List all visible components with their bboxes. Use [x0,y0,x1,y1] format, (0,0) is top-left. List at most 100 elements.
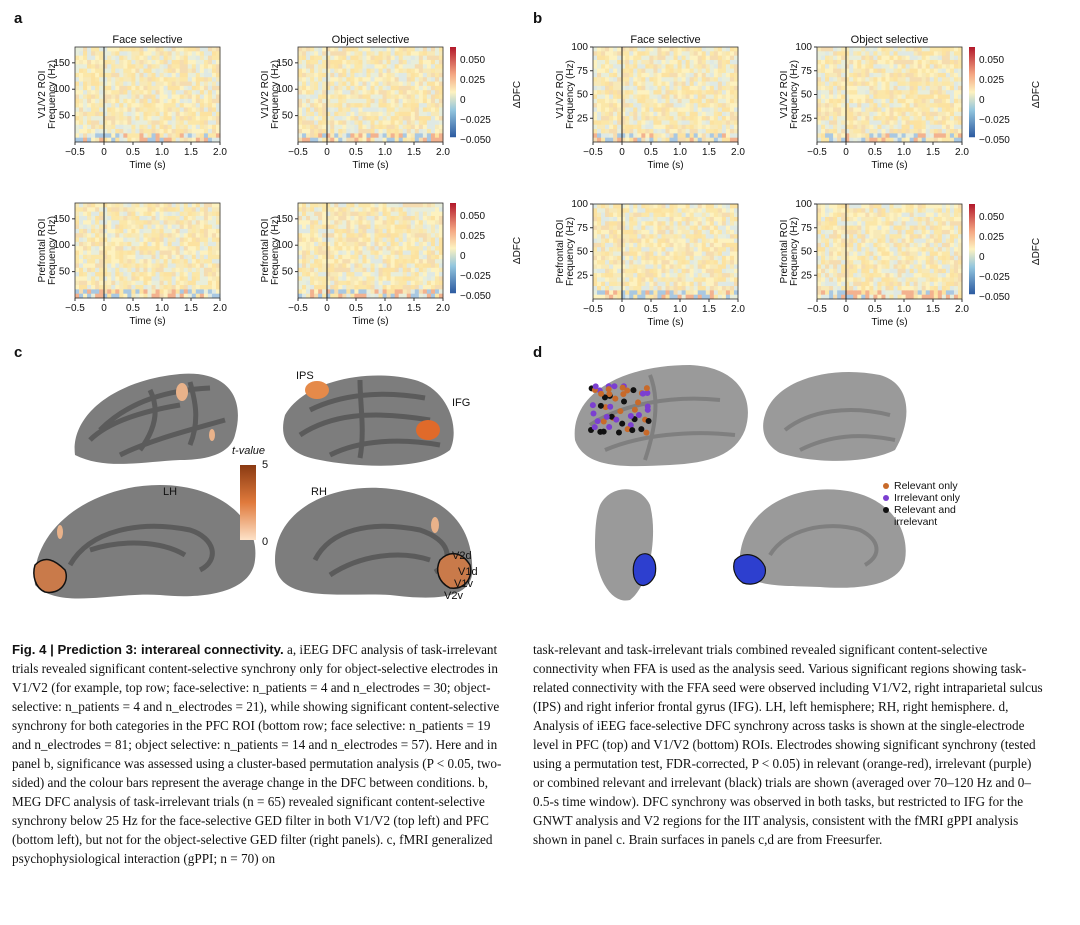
heatmap-cell [633,247,638,252]
heatmap-cell [87,55,92,61]
colorbar-tick-label: −0.050 [460,291,491,302]
heatmap-cell [717,242,723,248]
heatmap-cell [438,81,444,87]
heatmap-cell [119,72,124,78]
heatmap-cell [95,120,100,126]
heatmap-cell [330,241,335,247]
heatmap-cell [597,72,602,78]
heatmap-cell [817,133,822,139]
heatmap-cell [701,94,707,100]
heatmap-cell [649,72,654,78]
heatmap-cell [637,251,642,257]
heatmap-cell [633,120,638,126]
heatmap-cell [593,273,598,278]
colorbar-tick-label: 0 [460,251,466,262]
heatmap-cell [131,133,136,139]
heatmap-cell [370,94,376,100]
heatmap-cell [414,233,420,239]
heatmap-cell [338,133,343,139]
heatmap-cell [673,247,679,252]
heatmap-cell [430,233,436,239]
heatmap-cell [693,255,699,261]
heatmap-cell [195,129,201,134]
heatmap-cell [326,211,331,217]
heatmap-cell [729,238,735,244]
heatmap-cell [438,289,444,295]
heatmap-cell [215,263,221,269]
heatmap-cell [673,77,679,83]
heatmap-cell [167,285,173,290]
heatmap-cell [107,72,112,78]
heatmap-cell [326,68,331,74]
heatmap-cell [434,55,440,61]
heatmap-cell [195,47,201,52]
heatmap-cell [430,81,436,87]
heatmap-cell [135,289,140,295]
heatmap-cell [677,273,683,278]
heatmap-cell [657,111,662,117]
heatmap-cell [605,59,610,65]
heatmap-cell [298,137,303,143]
heatmap-cell [697,81,703,87]
heatmap-cell [418,233,424,239]
heatmap-cell [721,98,727,104]
heatmap-cell [601,221,606,227]
heatmap-cell [310,111,315,117]
heatmap-cell [139,254,144,260]
heatmap-cell [103,254,108,260]
heatmap-cell [83,103,88,108]
heatmap-cell [167,51,173,57]
heatmap-cell [159,116,165,121]
heatmap-cell [418,220,424,226]
heatmap-cell [701,120,707,126]
heatmap-cell [147,72,153,78]
heatmap-cell [155,263,161,269]
heatmap-cell [681,212,687,218]
heatmap-cell [306,289,311,295]
heatmap-cell [338,272,343,277]
heatmap-cell [346,207,351,213]
heatmap-cell [135,241,140,247]
heatmap-cell [677,51,683,57]
heatmap-cell [617,98,622,104]
heatmap-cell [338,64,343,70]
heatmap-cell [390,124,396,130]
heatmap-cell [725,204,731,209]
heatmap-cell [593,107,598,113]
x-tick-label: 1.0 [673,147,687,158]
heatmap-cell [119,111,124,117]
heatmap-cell [621,133,626,139]
heatmap-cell [609,212,614,218]
heatmap-cell [95,116,100,121]
heatmap-cell [609,103,614,108]
heatmap-cell [350,59,355,65]
heatmap-cell [629,216,634,222]
heatmap-cell [75,120,80,126]
heatmap-cell [665,242,671,248]
heatmap-cell [733,277,739,283]
heatmap-cell [131,215,136,221]
heatmap-cell [681,94,687,100]
heatmap-cell [665,238,671,244]
heatmap-cell [334,81,339,87]
heatmap-cell [171,259,177,264]
heatmap-cell [661,247,666,252]
heatmap-cell [697,120,703,126]
heatmap-cell [613,51,618,57]
heatmap-cell [438,55,444,61]
heatmap-cell [406,285,412,290]
heatmap-cell [645,229,650,235]
heatmap-cell [167,246,173,251]
heatmap-cell [103,228,108,234]
heatmap-cell [195,280,201,286]
heatmap-cell [131,211,136,217]
heatmap-cell [613,68,618,74]
heatmap-cell [434,267,440,273]
heatmap-cell [187,64,193,70]
heatmap-cell [633,103,638,108]
heatmap-cell [199,233,205,239]
heatmap-cell [597,208,602,214]
heatmap-cell [346,68,351,74]
heatmap-cell [111,107,116,113]
heatmap-cell [366,64,371,70]
